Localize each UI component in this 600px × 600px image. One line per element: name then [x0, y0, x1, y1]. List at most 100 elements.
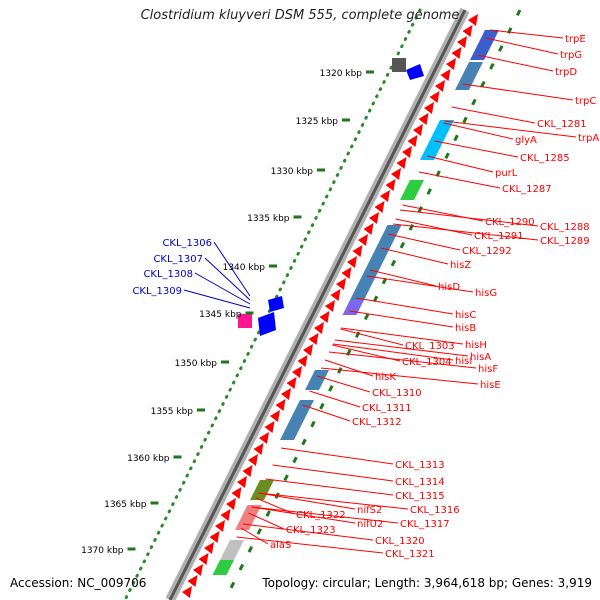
gene-label: trpA — [578, 133, 599, 144]
gene-label: CKL_1290 — [485, 217, 535, 228]
gene-arrow — [275, 399, 286, 411]
gene-block-blue — [406, 64, 424, 80]
gene-arrow — [231, 487, 242, 499]
gene-connector — [477, 54, 554, 72]
gene-label-blue: CKL_1306 — [162, 238, 212, 249]
gene-label: nifU2 — [357, 519, 383, 530]
feature-block — [350, 225, 402, 300]
gene-connector — [258, 492, 409, 510]
gene-label: CKL_1323 — [286, 525, 336, 536]
gene-arrow — [187, 575, 198, 587]
gene-arrow — [462, 25, 473, 37]
gene-connector — [366, 275, 474, 293]
gene-label: CKL_1316 — [410, 505, 460, 516]
gene-label-blue: CKL_1309 — [132, 286, 182, 297]
gene-arrow — [204, 542, 214, 554]
gene-arrow — [220, 509, 231, 521]
gene-connector — [434, 140, 519, 158]
gene-label: CKL_1322 — [296, 510, 346, 521]
scale-label: 1320 kbp — [320, 69, 363, 79]
gene-arrow — [385, 179, 396, 191]
scale-label: 1350 kbp — [175, 359, 218, 369]
gene-arrow — [297, 355, 308, 367]
scale-label: 1325 kbp — [296, 117, 339, 127]
gene-connector — [251, 506, 399, 524]
gene-connector — [380, 247, 449, 265]
gene-connector — [272, 464, 394, 482]
gene-connector — [340, 327, 464, 345]
gene-label: CKL_1313 — [395, 460, 445, 471]
gene-connector — [387, 233, 461, 251]
gene-connector — [402, 204, 484, 222]
feature-block — [280, 400, 314, 440]
gene-arrow — [369, 212, 379, 224]
gene-arrow — [330, 289, 341, 301]
gene-block-blue — [268, 296, 284, 312]
gene-label: CKL_1321 — [385, 549, 435, 560]
gene-arrow — [451, 47, 462, 59]
feature-block — [420, 120, 454, 160]
gene-arrow — [363, 223, 374, 235]
feature-block — [455, 62, 483, 90]
gene-arrow — [374, 201, 385, 213]
gene-connector-blue — [204, 257, 251, 301]
gene-label: CKL_1304 — [402, 357, 452, 368]
gene-label: CKL_1320 — [375, 536, 425, 547]
topology-text: Topology: circular; Length: 3,964,618 bp… — [262, 576, 592, 590]
gene-arrow — [424, 102, 434, 114]
scale-label: 1365 kbp — [104, 500, 147, 510]
scale-label: 1370 kbp — [81, 546, 124, 556]
gene-arrow — [325, 300, 335, 312]
gene-label: hisF — [478, 364, 498, 375]
feature-block — [250, 480, 274, 500]
gene-arrow — [402, 146, 412, 158]
gene-connector — [334, 339, 469, 357]
gene-connector — [349, 310, 454, 328]
gene-label: hisE — [480, 380, 501, 391]
gene-label: CKL_1289 — [540, 236, 590, 247]
gene-label: hisC — [455, 310, 476, 321]
feature-block — [235, 505, 262, 530]
gene-arrow — [468, 14, 478, 26]
gene-label: CKL_1288 — [540, 222, 590, 233]
gene-connector — [369, 269, 437, 287]
backbone-line — [168, 9, 467, 600]
gene-label: hisD — [438, 282, 460, 293]
gene-connector — [426, 155, 494, 173]
gene-block-pink — [238, 314, 252, 328]
feature-block — [400, 180, 424, 200]
gene-connector — [248, 512, 285, 530]
feature-block — [342, 300, 364, 315]
gene-arrow — [407, 135, 418, 147]
gene-connector — [462, 83, 574, 101]
gene-label: trpC — [575, 96, 596, 107]
gene-arrow — [446, 58, 456, 70]
gene-connector — [251, 506, 356, 524]
gene-arrow — [380, 190, 390, 202]
gene-label: alaS — [270, 540, 291, 551]
gene-connector — [240, 527, 269, 545]
gene-arrow — [198, 553, 209, 565]
gene-connector — [309, 390, 361, 408]
gene-label: hisI — [455, 356, 472, 367]
gene-label: hisA — [470, 352, 491, 363]
gene-arrow — [286, 377, 297, 389]
gene-block-blue — [258, 312, 276, 336]
gene-connector — [332, 343, 454, 361]
gene-connector — [395, 218, 473, 236]
gene-connector — [302, 404, 351, 422]
gene-label-blue: CKL_1308 — [143, 269, 193, 280]
scale-label: 1360 kbp — [127, 454, 170, 464]
feature-block — [305, 370, 329, 390]
gene-connector — [443, 122, 514, 140]
scale-label: 1345 kbp — [199, 310, 242, 320]
gene-label: CKL_1291 — [474, 231, 524, 242]
gene-connector — [328, 351, 477, 369]
gene-arrow — [237, 476, 247, 488]
gene-arrow — [314, 322, 324, 334]
gene-connector — [320, 367, 479, 385]
gene-arrow — [253, 443, 264, 455]
gene-label: CKL_1287 — [502, 184, 552, 195]
gene-arrow — [413, 124, 423, 136]
